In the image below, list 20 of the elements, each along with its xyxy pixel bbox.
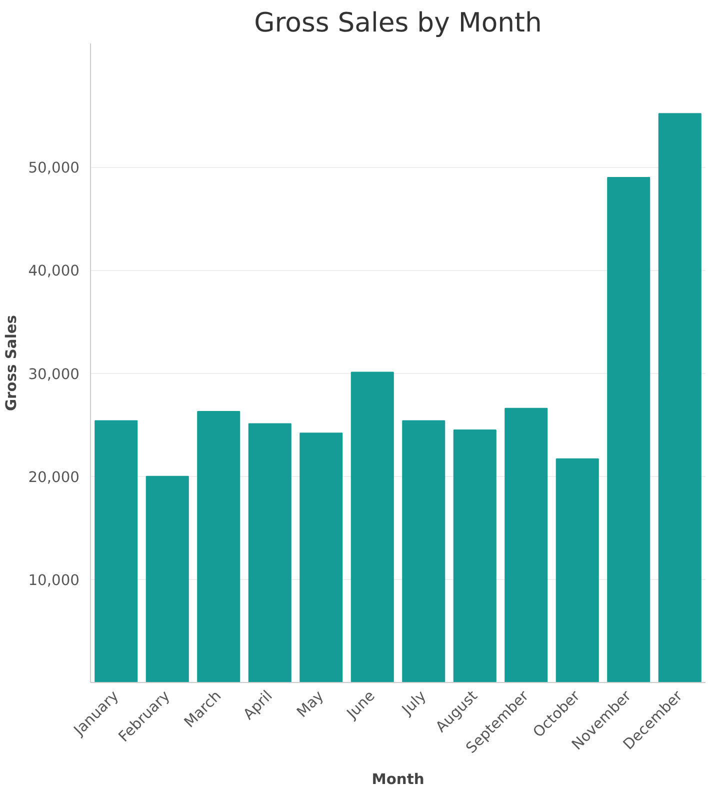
y-tick-label: 30,000 [28, 366, 80, 383]
bar [146, 476, 189, 682]
bar [658, 113, 702, 682]
y-tick-label: 50,000 [28, 160, 80, 177]
bar [350, 372, 394, 682]
bar [197, 410, 240, 682]
bar [607, 176, 650, 682]
bar [504, 408, 548, 682]
x-axis-title: Month [372, 770, 424, 788]
bar [248, 423, 292, 682]
y-tick-label: 10,000 [28, 572, 80, 589]
bar [402, 420, 446, 682]
bar [556, 458, 599, 682]
bar [453, 429, 496, 682]
y-tick-label: 40,000 [28, 262, 80, 280]
y-tick-label: 20,000 [28, 468, 80, 486]
bar [94, 420, 138, 682]
chart-title: Gross Sales by Month [254, 8, 542, 38]
y-axis-title: Gross Sales [3, 314, 20, 412]
bar [300, 432, 343, 682]
